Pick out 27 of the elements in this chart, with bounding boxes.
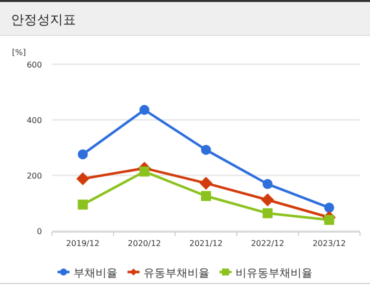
- legend-label: 부채비율: [74, 266, 118, 280]
- point: [262, 208, 273, 218]
- point: [201, 144, 211, 155]
- point: [139, 104, 150, 115]
- point: [201, 190, 211, 201]
- x-tick-label: 2022/12: [250, 239, 284, 248]
- point: [78, 149, 88, 160]
- x-tick-label: 2021/12: [189, 239, 223, 248]
- point: [76, 172, 90, 186]
- point: [261, 193, 274, 206]
- chart-title: 안정성지표: [11, 13, 76, 28]
- point: [324, 202, 334, 213]
- point: [200, 176, 212, 190]
- point: [324, 214, 334, 225]
- x-tick-label: 2023/12: [312, 239, 346, 248]
- y-axis-title: [%]: [12, 48, 26, 57]
- x-tick-label: 2020/12: [128, 239, 162, 248]
- y-tick-label: 600: [26, 60, 42, 70]
- point: [78, 200, 88, 210]
- point: [262, 179, 273, 190]
- y-tick-label: 400: [26, 116, 42, 125]
- x-tick-label: 2019/12: [66, 239, 100, 248]
- point: [139, 166, 150, 177]
- y-tick-label: 0: [36, 227, 42, 236]
- legend-label: 유동부채비율: [144, 266, 210, 280]
- legend-label: 비유동부채비율: [236, 266, 312, 280]
- y-tick-label: 200: [26, 171, 42, 180]
